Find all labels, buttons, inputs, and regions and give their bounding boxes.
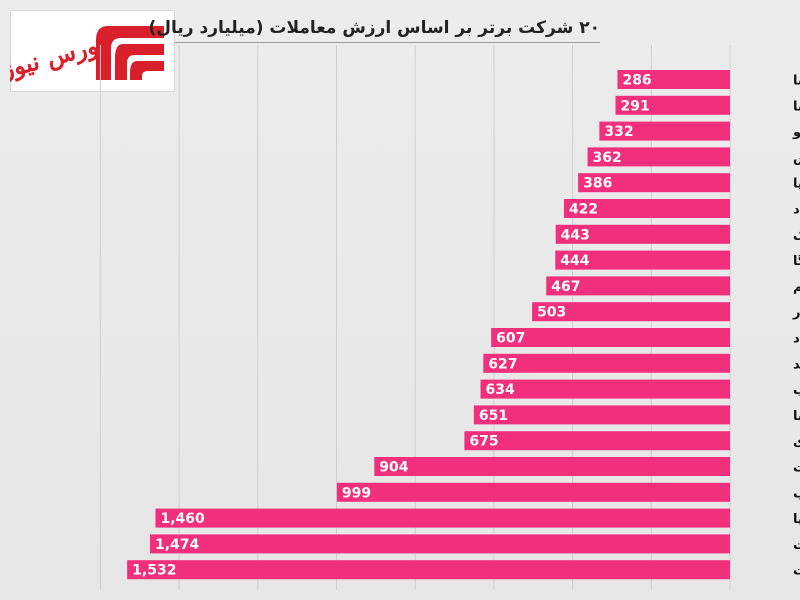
category-label: امین یکم	[793, 280, 800, 295]
bar	[336, 482, 730, 502]
bar-value-label: 634	[486, 382, 515, 398]
bar-value-label: 999	[342, 485, 371, 501]
bar-value-label: 675	[469, 434, 498, 450]
category-label: خودرو	[792, 125, 800, 140]
bar	[464, 431, 730, 451]
bar-value-label: 467	[551, 279, 580, 295]
category-label: ذوب	[793, 486, 800, 501]
logo-icon: بورس نیوز	[0, 26, 164, 86]
category-label: خساپا	[793, 512, 800, 527]
bar	[483, 353, 730, 373]
category-label: وسینا	[793, 99, 800, 114]
bar	[127, 560, 730, 580]
bar-value-label: 422	[569, 202, 598, 218]
category-label: وبملت	[793, 538, 800, 553]
category-label: شپنا	[793, 409, 800, 424]
category-label: سمگا	[793, 253, 800, 269]
bar	[532, 302, 730, 322]
bar-value-label: 1,474	[155, 537, 200, 553]
bar-value-label: 1,532	[132, 563, 176, 579]
bar	[615, 95, 730, 115]
category-label: چکاپا	[793, 177, 800, 192]
bar-value-label: 332	[604, 124, 633, 140]
logo: بورس نیوز	[0, 10, 175, 92]
bar	[578, 173, 730, 193]
bar	[555, 224, 730, 244]
bar-value-label: 386	[583, 176, 612, 192]
category-label: وپست	[793, 461, 800, 476]
bar-value-label: 286	[622, 73, 651, 89]
category-label: رمپنا	[793, 74, 800, 89]
category-label: فولاد	[793, 203, 800, 218]
chart-title: ۲۰ شرکت برتر بر اساس ارزش معاملات (میلیا…	[148, 18, 600, 38]
title-underline	[175, 42, 600, 43]
bar-value-label: 1,460	[160, 511, 205, 527]
bar-value-label: 904	[379, 460, 408, 476]
bar	[599, 121, 730, 141]
category-label: اعتماد	[793, 332, 800, 347]
bar-value-label: 627	[488, 356, 517, 372]
category-label: های وب	[793, 383, 800, 398]
bar	[555, 250, 730, 270]
category-label: خپارس	[793, 151, 800, 166]
bar	[149, 534, 730, 554]
bar	[491, 328, 730, 347]
bar	[374, 457, 730, 476]
bar-value-label: 651	[479, 408, 508, 424]
category-label: دی	[793, 435, 800, 450]
bar	[563, 199, 730, 218]
category-label: وتجارت	[793, 564, 800, 579]
category-label: وبصادر	[792, 306, 800, 321]
bar	[480, 379, 730, 399]
category-label: دعبید	[793, 357, 800, 372]
bar	[587, 147, 730, 167]
bar	[155, 508, 731, 528]
bar	[617, 70, 730, 89]
bar-value-label: 291	[620, 98, 649, 114]
category-label: شاراک	[793, 228, 800, 243]
bar	[473, 405, 730, 425]
bar-value-label: 362	[593, 150, 622, 166]
bar	[546, 276, 730, 296]
bar-value-label: 607	[496, 331, 525, 347]
bar-value-label: 443	[561, 227, 590, 243]
bar-value-label: 503	[537, 305, 566, 321]
bar-value-label: 444	[560, 253, 589, 269]
